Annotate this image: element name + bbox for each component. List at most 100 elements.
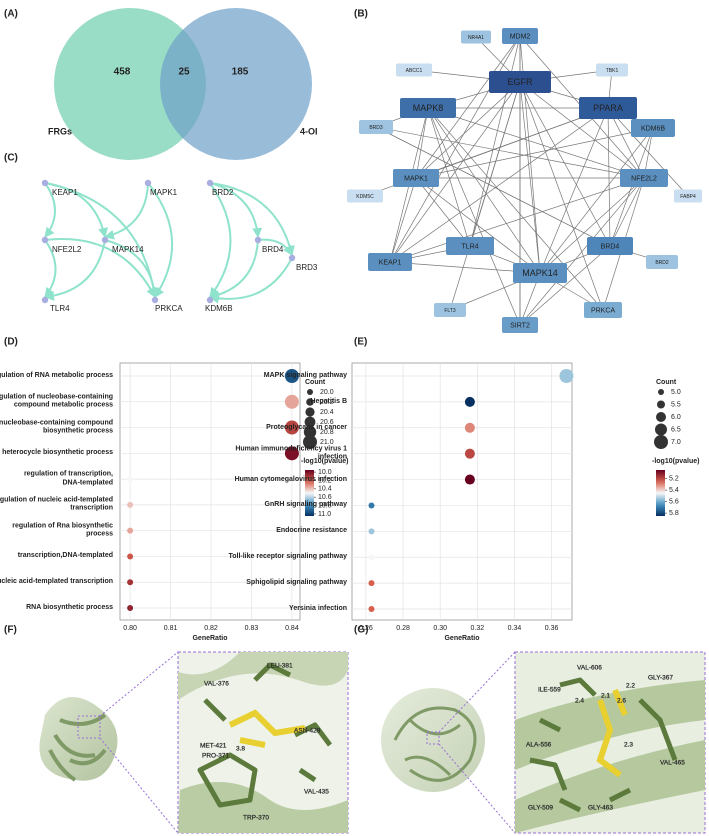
- legend-label: 6.5: [671, 426, 681, 433]
- residue-label: GLY-509: [528, 805, 553, 812]
- y-tick-label: regulation of nucleic acid-templated tra…: [0, 496, 113, 512]
- y-tick-label: Sphigolipid signaling pathway: [246, 578, 347, 586]
- dot: [368, 606, 375, 612]
- dot: [127, 553, 134, 560]
- node-label: KEAP1: [379, 259, 402, 266]
- y-tick-label: RNA biosynthetic process: [26, 603, 113, 611]
- network-edge: [519, 245, 611, 326]
- residue-label: 2.4: [575, 698, 584, 705]
- panel-label: (D): [4, 337, 18, 348]
- colorbar-label: 10.6: [318, 494, 332, 501]
- dot: [464, 474, 475, 485]
- legend-dot: [306, 398, 314, 406]
- network-arrow: [44, 239, 106, 301]
- y-tick-label: nucleic acid-templated transcription: [0, 577, 113, 585]
- node-label: TBK1: [606, 68, 619, 74]
- network-edge: [415, 35, 521, 179]
- network-node: [206, 296, 214, 304]
- colorbar: [305, 470, 314, 516]
- node-label: EGFR: [507, 77, 533, 87]
- network-edge: [415, 177, 471, 247]
- y-tick-label: regulation of transcription, DNA-templat…: [23, 470, 113, 487]
- x-tick-label: 0.32: [471, 625, 485, 632]
- network-edge: [607, 107, 645, 179]
- network-edge: [427, 107, 471, 247]
- x-tick-label: 0.81: [164, 625, 178, 632]
- network-edge: [427, 107, 541, 274]
- network-node: [513, 263, 567, 283]
- network-arrow: [209, 239, 259, 300]
- dot: [127, 527, 134, 534]
- node-label: KEAP1: [52, 188, 78, 197]
- network-node: [502, 28, 538, 44]
- residue-label: ASN-429: [294, 728, 321, 735]
- network-edge: [375, 126, 611, 247]
- node-label: FABP4: [680, 194, 696, 200]
- network-edge: [607, 107, 689, 197]
- node-label: TLR4: [50, 304, 70, 313]
- legend-dot: [654, 435, 668, 449]
- dot: [368, 580, 375, 587]
- network-arrow: [147, 182, 173, 298]
- network-node: [400, 98, 456, 118]
- legend-dot: [303, 425, 317, 439]
- node-label: BRD4: [262, 245, 284, 254]
- network-arrow: [104, 182, 149, 240]
- network-edge: [519, 81, 611, 247]
- colorbar-label: 5.8: [669, 510, 679, 517]
- dot: [284, 420, 299, 435]
- venn-right: [160, 8, 312, 160]
- docking-g-art: [381, 651, 706, 834]
- network-edge: [539, 177, 645, 274]
- network-edge: [389, 177, 417, 263]
- legend-title: -log10(pvalue): [301, 458, 348, 465]
- y-tick-label: Proteoglycans in cancer: [266, 423, 347, 431]
- network-node: [461, 30, 491, 44]
- colorbar-label: 5.4: [669, 487, 679, 494]
- dot: [127, 605, 134, 611]
- residue-label: ILE-559: [538, 687, 561, 694]
- colorbar: [656, 470, 665, 516]
- network-node: [101, 236, 109, 244]
- x-tick-label: 0.82: [204, 625, 218, 632]
- residue-label: ALA-556: [526, 742, 552, 749]
- network-node: [579, 97, 637, 119]
- y-tick-label: Toll-like receptor signaling pathway: [228, 552, 347, 560]
- dot: [368, 554, 375, 561]
- x-tick-label: 0.36: [545, 625, 559, 632]
- x-axis-label: GeneRatio: [444, 635, 479, 642]
- node-label: MAPK8: [413, 103, 444, 113]
- x-tick-label: 0.26: [359, 625, 373, 632]
- network-edge: [427, 107, 604, 311]
- node-label: MAPK1: [150, 188, 178, 197]
- network-arrow: [209, 182, 232, 298]
- legend-dot: [304, 416, 316, 428]
- node-label: MAPK14: [522, 268, 558, 278]
- y-tick-label: Yersinia infection: [289, 604, 347, 612]
- network-edge: [415, 107, 429, 179]
- network-arrow: [257, 238, 293, 256]
- residue-label: PRO-371: [202, 753, 229, 760]
- legend-label: 20.4: [320, 409, 334, 416]
- dot: [464, 448, 475, 459]
- network-edge: [519, 81, 645, 179]
- venn-count: 458: [114, 67, 131, 78]
- legend-dot: [305, 407, 315, 417]
- network-edge: [519, 81, 541, 274]
- network-edge: [449, 81, 521, 311]
- network-node: [41, 236, 49, 244]
- node-label: NR4A1: [468, 35, 484, 41]
- network-edge: [375, 126, 645, 179]
- residue-label: 2.6: [617, 698, 626, 705]
- node-label: TLR4: [461, 243, 478, 250]
- network-node: [206, 179, 214, 187]
- dot: [127, 501, 134, 508]
- network-node: [359, 120, 393, 134]
- node-label: FLT3: [444, 308, 456, 314]
- venn-count: 25: [178, 67, 190, 78]
- node-label: PRKCA: [591, 307, 615, 314]
- colorbar-label: 5.2: [669, 475, 679, 482]
- dot: [368, 528, 375, 535]
